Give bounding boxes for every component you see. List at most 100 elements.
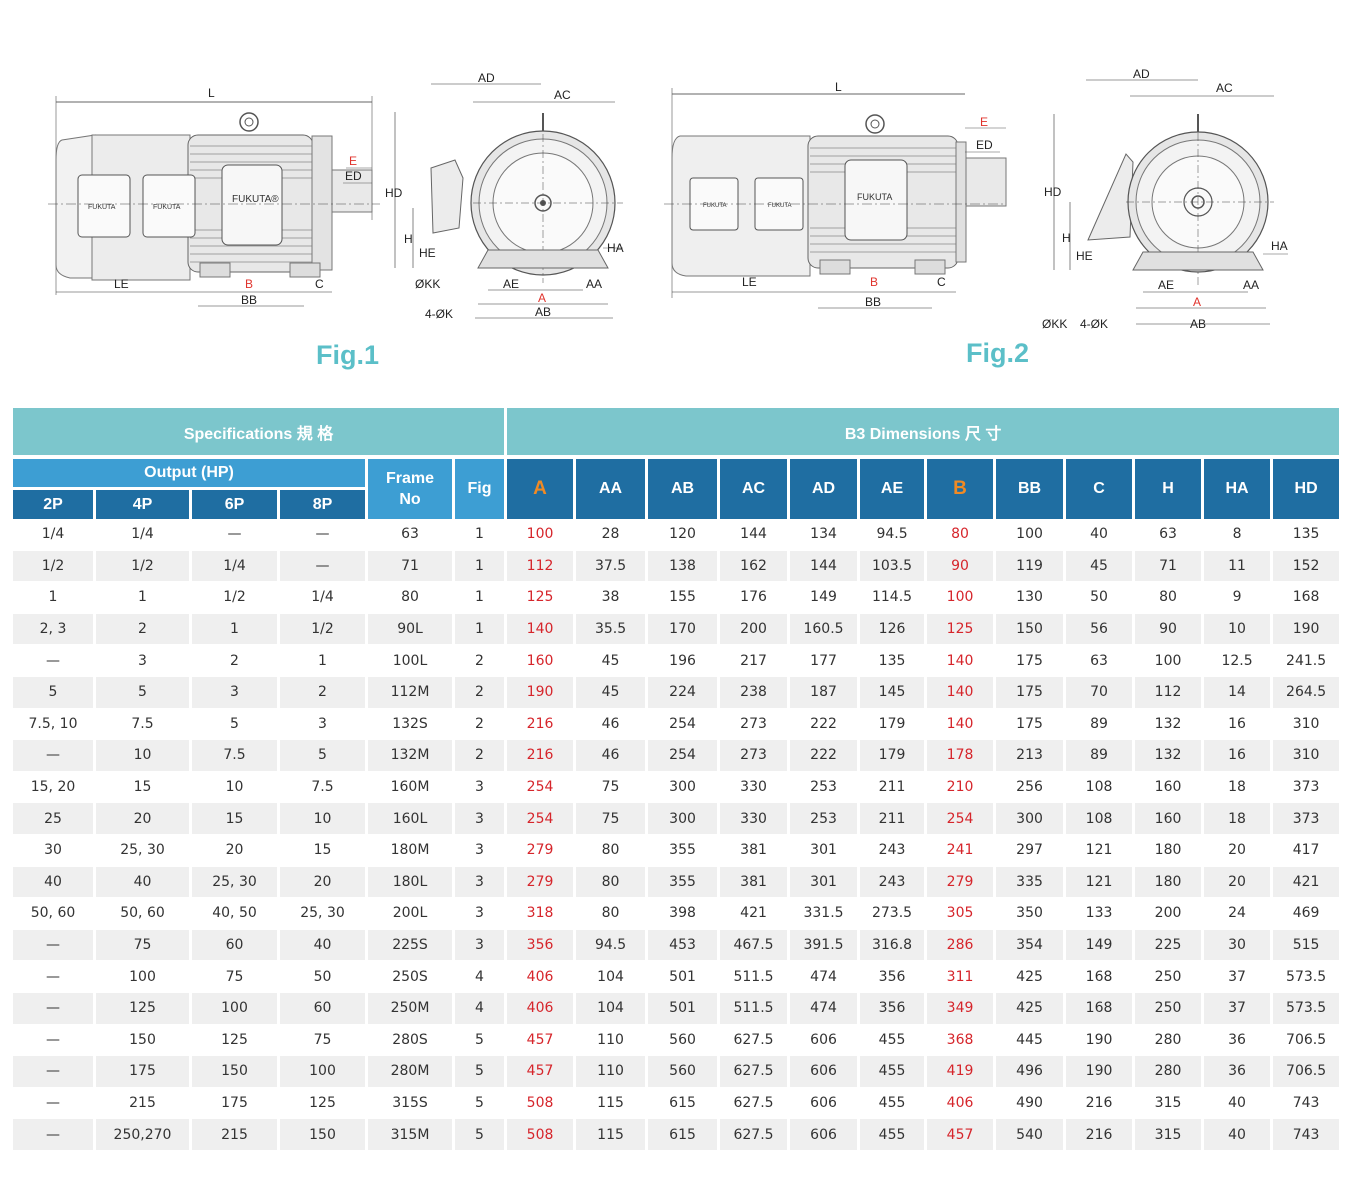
table-cell: 501: [648, 961, 718, 993]
table-cell: 196: [648, 645, 718, 677]
table-cell: 50: [1066, 582, 1133, 614]
table-cell: 15, 20: [13, 771, 93, 804]
table-cell: 100: [192, 992, 277, 1025]
table-cell: 180: [1135, 866, 1202, 899]
table-cell: 615: [648, 1119, 718, 1151]
table-cell: 40: [280, 929, 365, 962]
table-cell: 368: [927, 1024, 994, 1057]
table-cell: 40: [1204, 1087, 1271, 1120]
dim-label-BB: BB: [865, 295, 881, 309]
table-cell: 241: [927, 834, 994, 867]
table-cell: 80: [576, 834, 646, 867]
table-cell: 7.5: [192, 740, 277, 772]
table-cell: 3: [96, 645, 189, 677]
dim-label-H: H: [404, 232, 413, 246]
table-cell: 5: [192, 708, 277, 741]
table-body: 1/4 1/4— —63 1 100 28 120 144 134 94.5 80 100 40 63 8 1…: [13, 519, 1340, 1151]
table-cell: 170: [648, 613, 718, 646]
table-cell: 253: [790, 771, 858, 804]
table-cell: 100: [996, 519, 1064, 551]
table-cell: 508: [507, 1119, 574, 1151]
table-cell: 175: [996, 708, 1064, 741]
fig1-end-view: AD AC HD H HE HA ØKK 4-ØK AE A AA AB: [383, 68, 633, 328]
table-cell: 445: [996, 1024, 1064, 1057]
table-cell: 316.8: [860, 929, 925, 962]
table-cell: —: [13, 1119, 93, 1151]
frame-header-line1: Frame: [385, 470, 435, 487]
table-cell: 1/2: [192, 582, 277, 614]
pole-header-8p: 8P: [280, 490, 365, 519]
table-row: —75 60 40 225S 3 356 94.5 453 467.5 391.5 316.8 286…: [13, 929, 1340, 962]
table-cell: 455: [860, 1119, 925, 1151]
table-cell: 160M: [368, 771, 452, 804]
frame-header: Frame No: [368, 459, 452, 519]
table-cell: 627.5: [720, 1056, 788, 1088]
table-row: —3 2 1 100L 2 160 45 196 217 177 135 140 175 63 100 12.…: [13, 645, 1340, 677]
table-cell: 90L: [368, 613, 452, 646]
table-cell: 301: [790, 866, 858, 899]
table-cell: 627.5: [720, 1119, 788, 1151]
table-cell: 2: [455, 740, 505, 772]
table-cell: 15: [280, 834, 365, 867]
table-cell: 215: [192, 1119, 277, 1151]
table-cell: 216: [507, 740, 574, 772]
dim-label-AD: AD: [478, 71, 495, 85]
table-cell: 615: [648, 1087, 718, 1120]
table-cell: 100: [927, 582, 994, 614]
table-cell: 12.5: [1204, 645, 1271, 677]
table-cell: 20: [1204, 834, 1271, 867]
dim-label-ED: ED: [976, 138, 993, 152]
table-cell: 121: [1066, 834, 1133, 867]
fig2-caption: Fig.2: [966, 338, 1030, 368]
table-cell: 3: [455, 834, 505, 867]
table-cell: 10: [96, 740, 189, 772]
dim-label-HE: HE: [1076, 249, 1093, 263]
table-cell: 2: [455, 708, 505, 741]
table-cell: 300: [648, 771, 718, 804]
table-cell: 216: [507, 708, 574, 741]
table-cell: 540: [996, 1119, 1064, 1151]
table-cell: 7.5: [280, 771, 365, 804]
table-cell: 238: [720, 676, 788, 709]
table-cell: 3: [192, 676, 277, 709]
table-cell: 381: [720, 834, 788, 867]
table-cell: 254: [507, 771, 574, 804]
table-cell: 250S: [368, 961, 452, 993]
table-cell: 152: [1273, 550, 1340, 583]
table-cell: 508: [507, 1087, 574, 1120]
table-cell: —: [13, 1024, 93, 1057]
dim-label-AA: AA: [586, 277, 602, 291]
table-cell: 175: [996, 676, 1064, 709]
brand-plate-main: FUKUTA: [857, 192, 892, 202]
table-cell: 573.5: [1273, 961, 1340, 993]
table-cell: 331.5: [790, 898, 858, 930]
table-cell: 179: [860, 708, 925, 741]
table-cell: 1/4: [13, 519, 93, 551]
table-cell: 30: [13, 834, 93, 867]
dim-label-AB: AB: [535, 305, 551, 319]
table-cell: 180L: [368, 866, 452, 899]
table-cell: 225: [1135, 929, 1202, 962]
table-cell: 125: [927, 613, 994, 646]
table-cell: 280S: [368, 1024, 452, 1057]
table-cell: 144: [790, 550, 858, 583]
table-cell: 496: [996, 1056, 1064, 1088]
table-cell: 457: [507, 1056, 574, 1088]
table-cell: 80: [1135, 582, 1202, 614]
table-cell: 1: [455, 582, 505, 614]
table-cell: 1/4: [96, 519, 189, 551]
table-cell: 381: [720, 866, 788, 899]
table-cell: 279: [507, 866, 574, 899]
table-cell: 3: [455, 929, 505, 962]
table-cell: 104: [576, 961, 646, 993]
table-row: —250,270 215 150 315M 5 508 115 615 627.5 606 455 4…: [13, 1119, 1340, 1151]
table-cell: 112M: [368, 676, 452, 709]
fig-header: Fig: [455, 459, 505, 519]
table-cell: 2: [455, 676, 505, 709]
table-cell: 7.5: [96, 708, 189, 741]
table-cell: 421: [720, 898, 788, 930]
table-cell: 24: [1204, 898, 1271, 930]
table-cell: 300: [648, 803, 718, 835]
table-cell: 2: [96, 613, 189, 646]
table-cell: 126: [860, 613, 925, 646]
